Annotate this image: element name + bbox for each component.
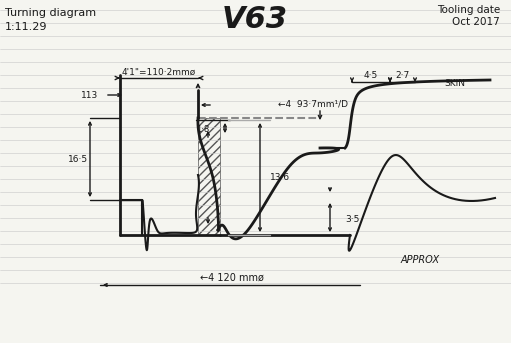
Text: Turning diagram: Turning diagram	[5, 8, 96, 18]
Text: 113: 113	[81, 91, 99, 99]
Text: 3·5: 3·5	[345, 215, 359, 225]
Text: 13·6: 13·6	[270, 173, 290, 181]
Text: V63: V63	[222, 5, 288, 34]
Text: 16·5: 16·5	[68, 154, 88, 164]
Text: 4·5: 4·5	[364, 71, 378, 80]
Text: SKIN: SKIN	[445, 79, 466, 87]
Text: APPROX: APPROX	[401, 255, 439, 265]
Text: 1·8: 1·8	[196, 125, 210, 133]
Text: ←4  93·7mm¹/D: ←4 93·7mm¹/D	[278, 99, 348, 108]
Text: 4'1"=110·2mmø: 4'1"=110·2mmø	[122, 68, 196, 76]
Text: ←4 120 mmø: ←4 120 mmø	[200, 273, 264, 283]
Text: Tooling date
Oct 2017: Tooling date Oct 2017	[437, 5, 500, 27]
Text: 1:11.29: 1:11.29	[5, 22, 48, 32]
Text: 2·7: 2·7	[395, 71, 409, 80]
